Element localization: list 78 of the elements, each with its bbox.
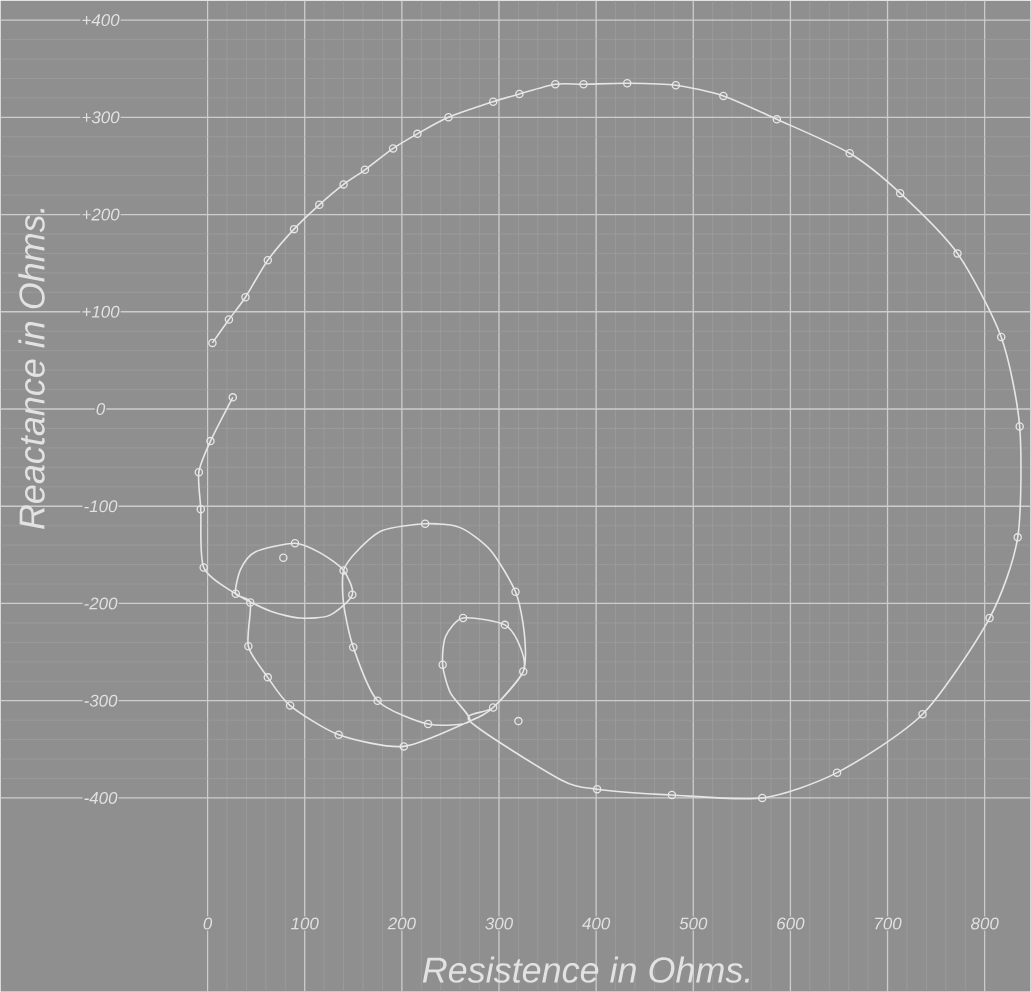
point bbox=[360, 165, 370, 175]
point bbox=[515, 89, 524, 99]
point bbox=[985, 613, 994, 623]
x-tick-label: 200 bbox=[387, 917, 416, 930]
point bbox=[1013, 533, 1022, 542]
y-tick-label: +300 bbox=[82, 111, 120, 124]
point bbox=[231, 589, 240, 598]
point bbox=[671, 80, 681, 90]
point bbox=[719, 91, 728, 101]
point bbox=[334, 730, 343, 739]
point bbox=[514, 716, 523, 726]
x-tick-label: 800 bbox=[970, 917, 999, 930]
point bbox=[519, 667, 528, 676]
point bbox=[224, 315, 234, 324]
point bbox=[285, 701, 295, 710]
point bbox=[244, 641, 253, 651]
point bbox=[488, 703, 498, 712]
point bbox=[196, 504, 206, 514]
x-tick-label: 600 bbox=[777, 917, 805, 930]
y-tick-label: -300 bbox=[84, 694, 118, 707]
x-tick-label: 100 bbox=[290, 917, 319, 930]
point bbox=[315, 200, 324, 210]
y-tick-label: -200 bbox=[84, 597, 118, 610]
x-tick-label: 700 bbox=[875, 917, 902, 930]
point bbox=[348, 590, 357, 599]
point bbox=[289, 224, 299, 234]
point bbox=[579, 79, 588, 89]
y-tick-label: 0 bbox=[96, 402, 106, 415]
x-tick-label: 400 bbox=[582, 917, 611, 930]
point bbox=[194, 467, 204, 477]
point bbox=[953, 249, 962, 258]
point bbox=[279, 553, 288, 562]
point bbox=[246, 598, 255, 607]
point bbox=[206, 436, 215, 446]
point bbox=[592, 784, 602, 794]
point bbox=[845, 149, 854, 158]
x-tick-label: 500 bbox=[679, 917, 708, 930]
x-tick-label: 300 bbox=[485, 917, 514, 930]
point bbox=[438, 660, 447, 669]
point bbox=[772, 114, 782, 124]
point bbox=[420, 519, 430, 528]
point bbox=[667, 790, 677, 800]
point bbox=[895, 188, 905, 198]
y-tick-label: +100 bbox=[82, 305, 120, 318]
point bbox=[918, 710, 927, 719]
point bbox=[996, 332, 1006, 342]
y-tick-label: +200 bbox=[82, 208, 120, 221]
point bbox=[458, 613, 468, 623]
point bbox=[263, 673, 273, 682]
y-tick-label: +400 bbox=[82, 14, 120, 27]
point bbox=[373, 696, 382, 705]
point bbox=[290, 538, 300, 548]
point bbox=[500, 620, 510, 630]
point bbox=[388, 144, 398, 153]
point bbox=[832, 768, 842, 777]
point bbox=[758, 793, 767, 803]
point bbox=[551, 79, 560, 89]
point bbox=[349, 642, 358, 652]
y-tick-label: -400 bbox=[84, 791, 118, 804]
point bbox=[208, 338, 217, 348]
point bbox=[511, 587, 520, 597]
point bbox=[488, 97, 498, 106]
point bbox=[423, 719, 433, 729]
y-axis-title: Reactance in Ohms. bbox=[18, 208, 45, 529]
point bbox=[444, 113, 453, 122]
point bbox=[622, 79, 632, 88]
point bbox=[228, 393, 238, 402]
point bbox=[263, 255, 273, 265]
point bbox=[241, 292, 250, 302]
point bbox=[199, 563, 208, 572]
y-tick-label: -100 bbox=[84, 500, 118, 513]
point bbox=[339, 180, 348, 189]
point bbox=[413, 129, 422, 139]
point bbox=[1015, 422, 1024, 431]
x-axis-title: Resistence in Ohms. bbox=[422, 956, 749, 983]
point bbox=[399, 742, 409, 751]
point bbox=[339, 566, 348, 575]
x-tick-label: 0 bbox=[203, 917, 213, 930]
